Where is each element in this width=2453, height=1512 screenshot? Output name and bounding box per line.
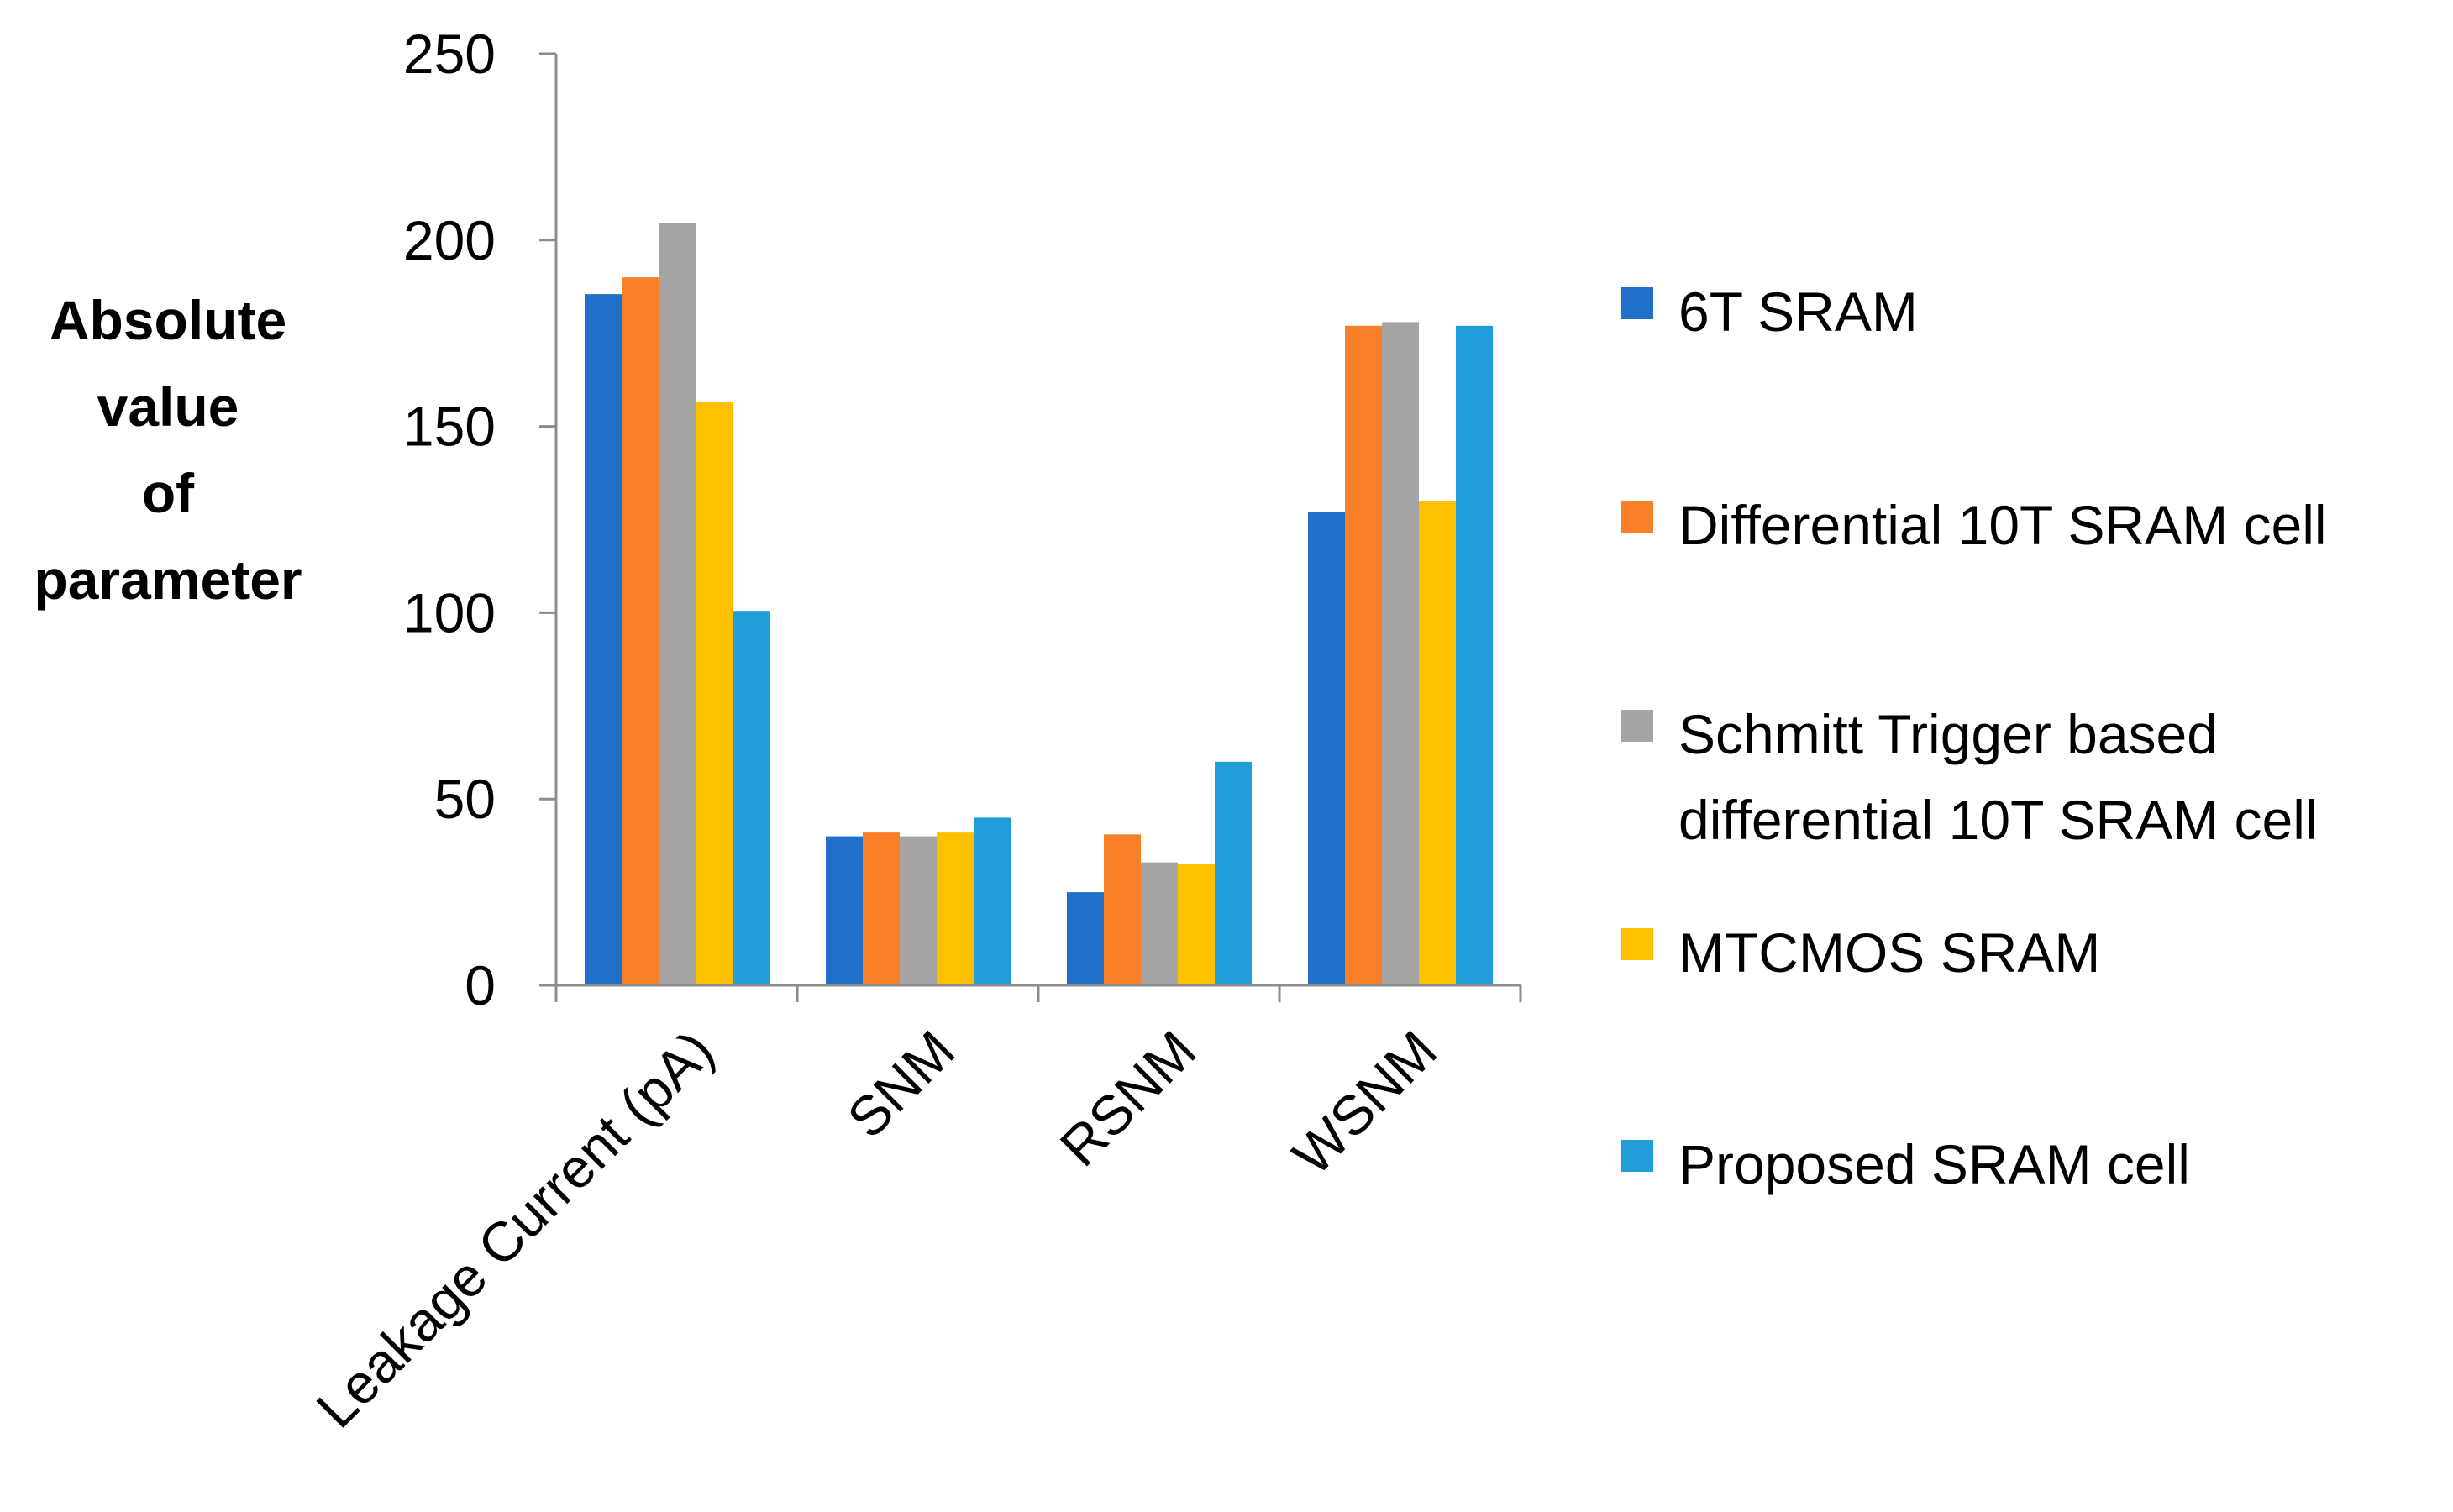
legend-item: Proposed SRAM cell — [1621, 1121, 2190, 1207]
bar-proposed-sram-cell-3 — [1456, 325, 1493, 985]
legend-item: MTCMOS SRAM — [1621, 910, 2100, 995]
bar-6t-sram-2 — [1067, 892, 1104, 985]
legend-item: Schmitt Trigger based differential 10T SR… — [1621, 691, 2318, 863]
legend-item: Differential 10T SRAM cell — [1621, 482, 2327, 568]
bar-differential-10t-sram-cell-1 — [863, 832, 900, 985]
bar-6t-sram-1 — [826, 836, 863, 985]
bar-mtcmos-sram-0 — [696, 402, 733, 985]
bar-6t-sram-3 — [1308, 512, 1345, 985]
bar-mtcmos-sram-3 — [1419, 501, 1456, 985]
bar-mtcmos-sram-1 — [937, 832, 974, 985]
x-tick-label: RSNM — [1048, 1019, 1208, 1179]
y-tick-label: 100 — [403, 581, 496, 643]
bars-layer — [585, 223, 1493, 986]
bar-proposed-sram-cell-0 — [733, 611, 770, 985]
y-tick-label: 250 — [403, 23, 496, 85]
y-axis-title-line: Absolute — [49, 289, 287, 351]
bar-differential-10t-sram-cell-2 — [1104, 834, 1141, 985]
y-tick-label: 50 — [434, 768, 496, 830]
bar-schmitt-trigger-based-differential-10t-sram-cell-0 — [659, 223, 696, 985]
legend-label: MTCMOS SRAM — [1678, 910, 2100, 995]
x-tick-label: Leakage Current (pA) — [304, 1019, 725, 1440]
legend-label-line: 6T SRAM — [1678, 281, 1918, 343]
y-tick-label: 150 — [403, 396, 496, 458]
bar-schmitt-trigger-based-differential-10t-sram-cell-2 — [1141, 862, 1178, 985]
legend-label-line: differential 10T SRAM cell — [1678, 789, 2318, 851]
legend-label-line: Proposed SRAM cell — [1678, 1133, 2190, 1195]
legend-swatch — [1621, 287, 1653, 319]
legend-item: 6T SRAM — [1621, 269, 1918, 354]
bar-schmitt-trigger-based-differential-10t-sram-cell-1 — [900, 836, 937, 985]
legend-swatch — [1621, 501, 1653, 533]
legend-label-line: Differential 10T SRAM cell — [1678, 494, 2327, 556]
bar-mtcmos-sram-2 — [1178, 864, 1215, 985]
bar-schmitt-trigger-based-differential-10t-sram-cell-3 — [1382, 322, 1419, 986]
legend-label: Schmitt Trigger based differential 10T SR… — [1678, 691, 2318, 863]
legend-label: Proposed SRAM cell — [1678, 1121, 2190, 1207]
legend-label: Differential 10T SRAM cell — [1678, 482, 2327, 568]
legend-swatch — [1621, 928, 1653, 960]
bar-6t-sram-0 — [585, 294, 622, 985]
bar-proposed-sram-cell-1 — [974, 817, 1011, 985]
y-tick-label: 200 — [403, 209, 496, 271]
x-tick-label: WSNM — [1280, 1019, 1448, 1187]
y-tick-label: 0 — [465, 954, 496, 1016]
legend-label: 6T SRAM — [1678, 269, 1918, 354]
y-axis-title: Absolute value of parameter — [0, 277, 336, 623]
x-tick-label: SNM — [835, 1019, 966, 1150]
legend-swatch — [1621, 1140, 1653, 1172]
legend-label-line: MTCMOS SRAM — [1678, 921, 2101, 984]
legend-swatch — [1621, 710, 1653, 742]
bar-proposed-sram-cell-2 — [1215, 761, 1252, 985]
legend-label-line: Schmitt Trigger based — [1678, 703, 2218, 765]
bar-differential-10t-sram-cell-3 — [1345, 325, 1382, 985]
y-axis-title-line: of — [141, 462, 195, 524]
y-axis-title-line: parameter — [34, 549, 302, 611]
bar-differential-10t-sram-cell-0 — [622, 277, 659, 985]
y-axis-title-line: value — [97, 375, 239, 438]
